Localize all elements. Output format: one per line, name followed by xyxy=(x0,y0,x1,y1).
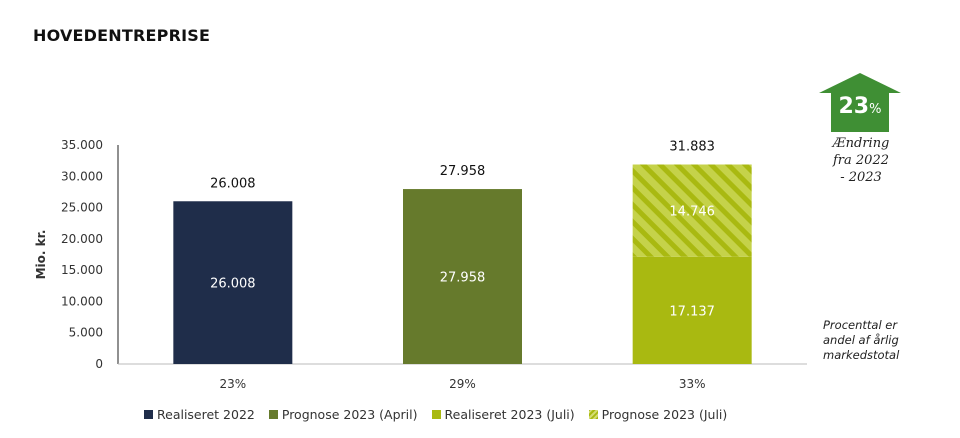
y-tick-label: 35.000 xyxy=(61,138,103,152)
legend-label: Realiseret 2023 (Juli) xyxy=(444,407,575,422)
legend: Realiseret 2022 Prognose 2023 (April) Re… xyxy=(144,407,727,422)
percent-note-line: Procenttal er xyxy=(823,318,898,332)
y-tick-label: 25.000 xyxy=(61,201,103,215)
bar-segment xyxy=(632,164,752,257)
y-tick-label: 0 xyxy=(95,357,103,371)
chart-title: HOVEDENTREPRISE xyxy=(33,26,211,45)
bar-total-label: 26.008 xyxy=(210,176,256,191)
segment-value-label: 14.746 xyxy=(669,205,715,220)
legend-item: Realiseret 2022 xyxy=(144,407,255,422)
legend-swatch xyxy=(588,410,598,419)
x-category-label: 29% xyxy=(449,377,476,391)
legend-swatch xyxy=(144,410,153,419)
legend-label: Realiseret 2022 xyxy=(157,407,255,422)
bar-segment xyxy=(173,201,293,364)
legend-swatch xyxy=(268,410,278,419)
percent-note-line: andel af årlig xyxy=(823,333,899,347)
change-unit: % xyxy=(869,102,882,117)
y-tick-label: 5.000 xyxy=(69,326,103,340)
bar-segment xyxy=(632,256,752,364)
segment-value-label: 26.008 xyxy=(210,277,256,292)
change-caption-line: fra 2022 xyxy=(833,153,889,168)
change-value: 23 xyxy=(838,94,870,119)
x-category-label: 33% xyxy=(679,377,706,391)
segment-value-label: 27.958 xyxy=(440,271,486,286)
change-caption-line: Ændring xyxy=(832,136,890,151)
y-tick-label: 30.000 xyxy=(61,169,103,183)
bar-total-label: 27.958 xyxy=(440,164,486,179)
legend-label: Prognose 2023 (April) xyxy=(281,407,418,422)
arrow-up-icon xyxy=(819,73,901,93)
segment-value-label: 17.137 xyxy=(669,304,715,319)
legend-swatch xyxy=(431,410,441,419)
change-badge: 23% xyxy=(831,92,889,132)
y-tick-label: 15.000 xyxy=(61,263,103,277)
bar-segment xyxy=(403,189,522,364)
change-caption: Ændring fra 2022 - 2023 xyxy=(815,135,907,186)
legend-item: Prognose 2023 (April) xyxy=(268,407,418,422)
legend-item: Realiseret 2023 (Juli) xyxy=(431,407,575,422)
percent-note-line: markedstotal xyxy=(823,348,900,362)
bar-total-label: 31.883 xyxy=(669,140,715,155)
y-axis-label: Mio. kr. xyxy=(34,230,48,280)
x-category-label: 23% xyxy=(219,377,246,391)
change-caption-line: - 2023 xyxy=(840,170,882,185)
y-tick-label: 10.000 xyxy=(61,294,103,308)
y-tick-label: 20.000 xyxy=(61,232,103,246)
legend-item: Prognose 2023 (Juli) xyxy=(588,407,728,422)
legend-label: Prognose 2023 (Juli) xyxy=(601,407,728,422)
percent-note: Procenttal er andel af årlig markedstota… xyxy=(823,318,933,363)
